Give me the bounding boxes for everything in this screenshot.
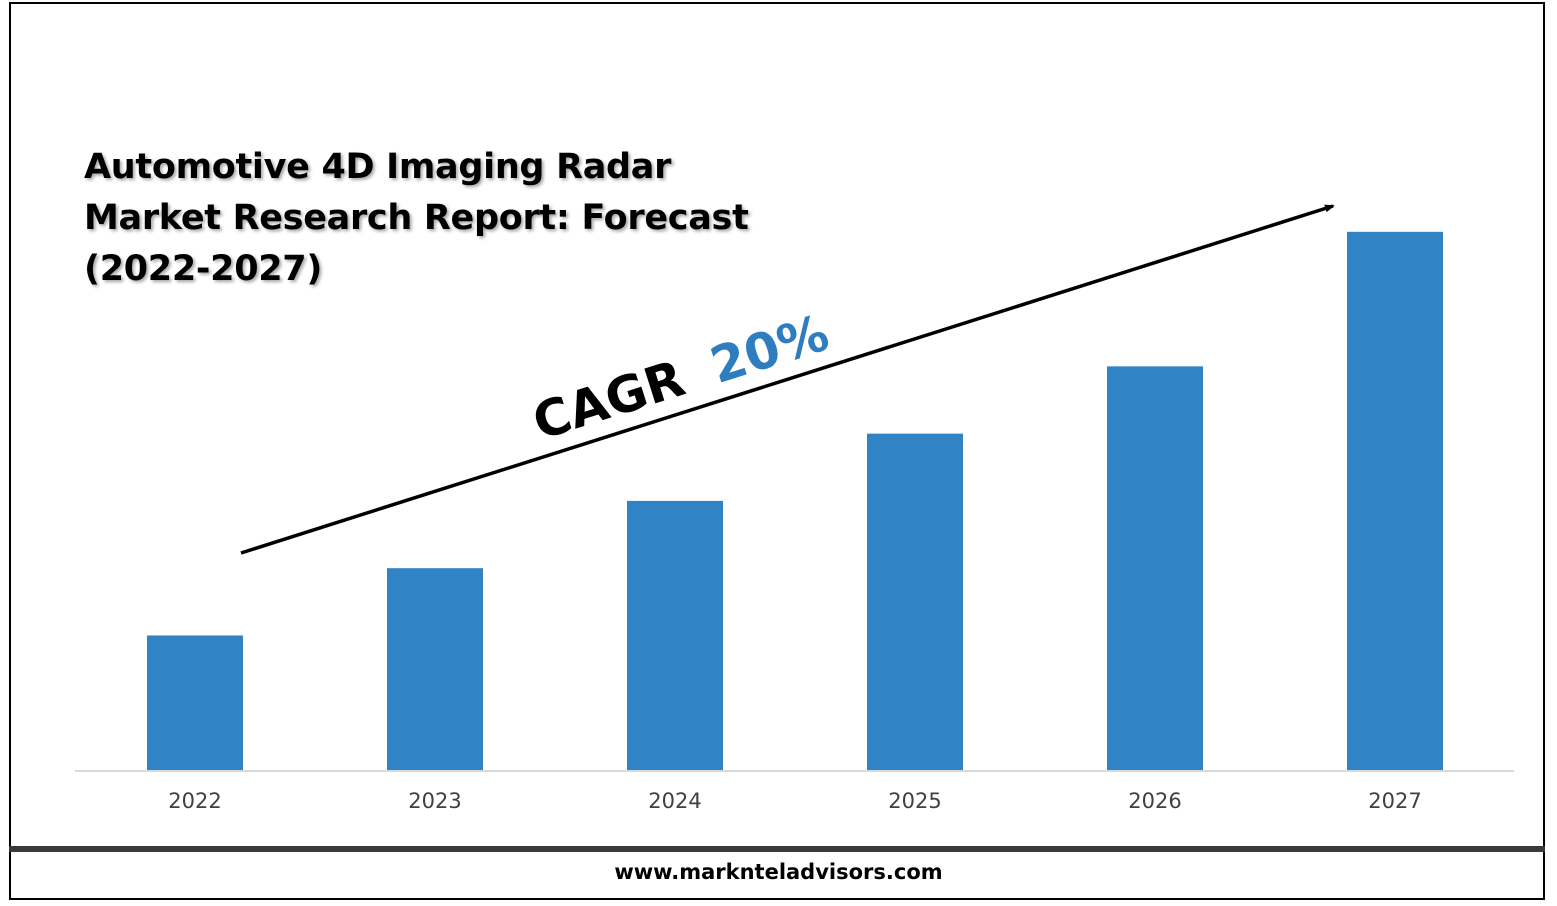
title-line-3: (2022-2027) <box>84 249 323 289</box>
x-tick-label: 2025 <box>888 789 941 813</box>
x-tick-label: 2026 <box>1128 789 1181 813</box>
bar-2026 <box>1107 366 1203 770</box>
x-tick-label: 2023 <box>408 789 461 813</box>
bars-group <box>147 231 1443 770</box>
growth-arrow <box>240 204 1335 555</box>
x-tick-label: 2024 <box>648 789 701 813</box>
cagr-value: 20% <box>704 304 836 395</box>
title-line-2: Market Research Report: Forecast <box>84 198 749 238</box>
chart-frame <box>9 2 1545 900</box>
bar-2027 <box>1347 231 1443 770</box>
footer-website-link[interactable]: www.marknteladvisors.com <box>614 860 943 884</box>
title-line-1: Automotive 4D Imaging Radar <box>84 147 672 187</box>
x-tick-label: 2027 <box>1368 789 1421 813</box>
chart-title: Automotive 4D Imaging Radar Market Resea… <box>84 142 749 295</box>
bar-2022 <box>147 635 243 770</box>
x-tick-label: 2022 <box>168 789 221 813</box>
bar-2025 <box>867 433 963 770</box>
x-tick-labels: 2022 2023 2024 2025 2026 2027 <box>168 789 1421 813</box>
bar-2024 <box>627 500 723 770</box>
bar-2023 <box>387 568 483 770</box>
footer-divider <box>9 846 1545 852</box>
